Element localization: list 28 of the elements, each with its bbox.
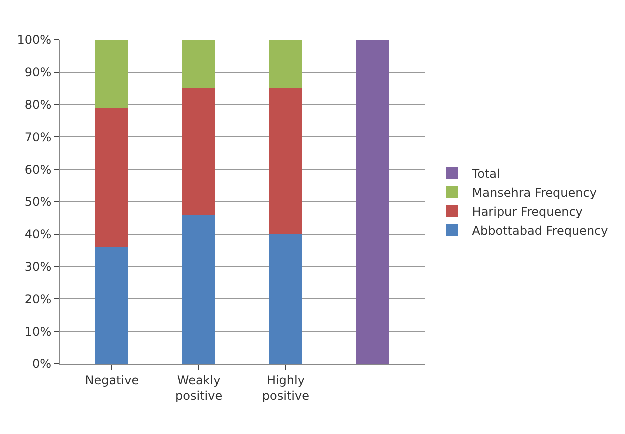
- y-tick-label: 10%: [24, 324, 52, 339]
- bar: [356, 40, 390, 364]
- y-tick-label: 30%: [24, 260, 52, 274]
- legend-label: Abbottabad Frequency: [472, 224, 608, 238]
- bar: [269, 234, 302, 364]
- y-tick-label: 80%: [24, 98, 52, 112]
- y-tick-label: 50%: [24, 195, 52, 210]
- y-tick-label: 0%: [32, 357, 52, 372]
- bar: [96, 247, 129, 364]
- y-tick-label: 100%: [17, 33, 52, 48]
- y-tick-label: 90%: [24, 66, 52, 80]
- x-tick-label: Highly positive: [262, 373, 310, 403]
- bar: [182, 40, 216, 89]
- x-tick-label: Negative: [85, 373, 140, 388]
- bar: [182, 88, 216, 215]
- legend-label: Mansehra Frequency: [472, 186, 597, 200]
- legend-label: Haripur Frequency: [472, 205, 583, 220]
- bar: [96, 108, 129, 248]
- bar: [269, 88, 302, 234]
- y-tick-label: 60%: [24, 162, 52, 177]
- bar: [182, 214, 216, 364]
- x-tick-label: Weakly positive: [176, 373, 223, 403]
- legend-label: Total: [471, 167, 500, 182]
- bar: [269, 40, 302, 89]
- y-tick-label: 20%: [24, 292, 52, 306]
- y-tick-label: 40%: [24, 228, 52, 242]
- y-tick-label: 70%: [24, 130, 52, 144]
- bar: [96, 40, 129, 108]
